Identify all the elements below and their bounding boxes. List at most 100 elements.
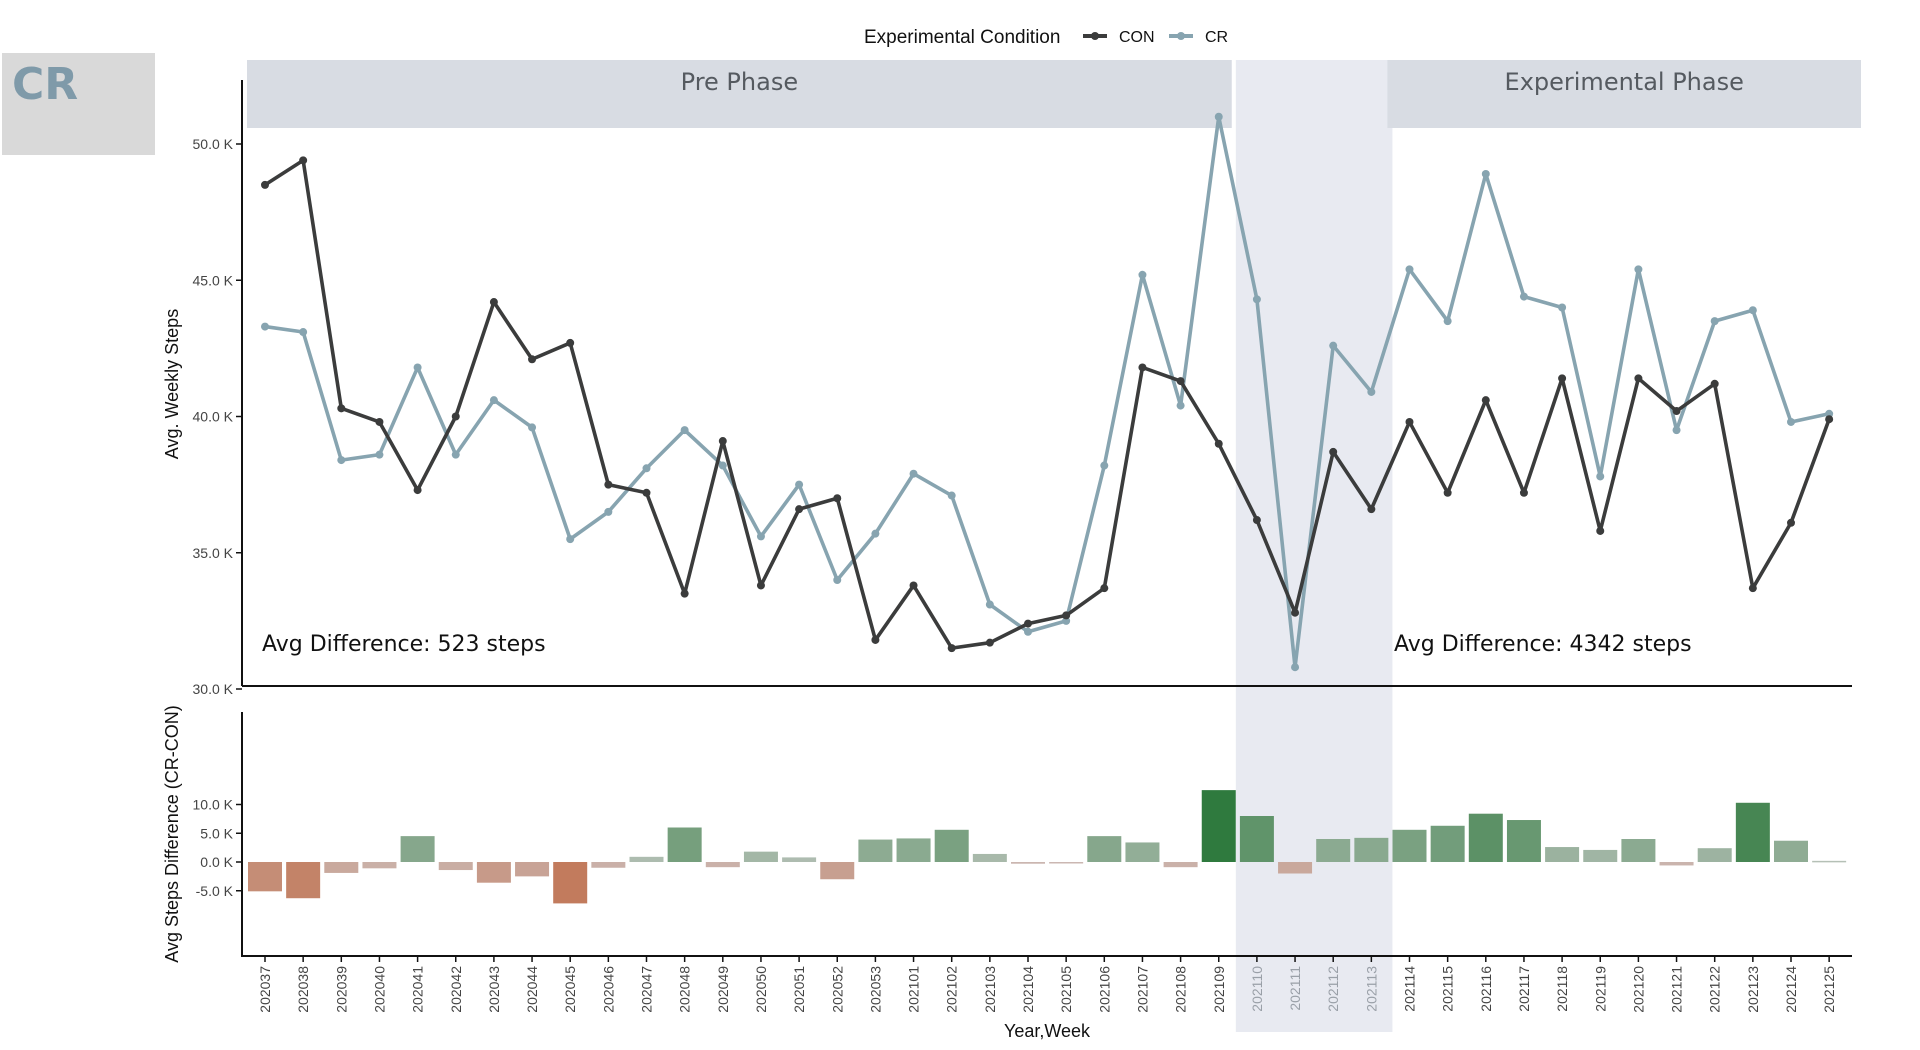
phase-label: Pre Phase bbox=[681, 68, 798, 96]
y-tick-label: 40.0 K bbox=[193, 409, 234, 425]
point-con bbox=[680, 589, 689, 598]
x-tick-label: 202042 bbox=[448, 966, 464, 1013]
point-cr bbox=[1748, 306, 1757, 315]
point-cr bbox=[642, 464, 651, 473]
point-con bbox=[1252, 516, 1261, 525]
point-cr bbox=[909, 469, 918, 478]
difference-bar bbox=[1011, 862, 1045, 864]
x-tick-label: 202051 bbox=[791, 966, 807, 1013]
point-cr bbox=[413, 363, 422, 372]
x-tick-label: 202125 bbox=[1821, 966, 1837, 1013]
x-tick-label: 202113 bbox=[1363, 966, 1379, 1012]
point-con bbox=[1291, 608, 1300, 617]
x-tick-label: 202050 bbox=[753, 966, 769, 1013]
x-tick-label: 202116 bbox=[1478, 966, 1494, 1012]
x-tick-label: 202112 bbox=[1325, 966, 1341, 1012]
point-cr bbox=[1329, 341, 1338, 350]
point-cr bbox=[1787, 417, 1795, 426]
point-cr bbox=[1367, 387, 1376, 396]
point-con bbox=[566, 338, 575, 347]
difference-bar bbox=[1545, 847, 1580, 862]
difference-bar bbox=[820, 862, 855, 880]
background-bands: Pre Phase Experimental Phase bbox=[247, 60, 1861, 1032]
x-tick-label: 202114 bbox=[1402, 966, 1418, 1012]
point-cr bbox=[1481, 169, 1490, 178]
point-con bbox=[1329, 447, 1338, 456]
point-cr bbox=[451, 450, 460, 459]
x-tick-label: 202048 bbox=[677, 966, 693, 1013]
x-tick-label: 202102 bbox=[944, 966, 960, 1013]
point-con bbox=[1787, 518, 1795, 527]
x-tick-label: 202121 bbox=[1669, 966, 1685, 1013]
point-con bbox=[985, 638, 994, 647]
point-con bbox=[718, 437, 727, 446]
difference-bar bbox=[1278, 862, 1313, 874]
x-tick-label: 202111 bbox=[1287, 966, 1303, 1011]
point-cr bbox=[528, 423, 537, 432]
point-cr bbox=[1443, 317, 1452, 326]
x-tick-label: 202043 bbox=[486, 966, 502, 1013]
point-con bbox=[909, 581, 918, 590]
y-tick-label-bottom: 10.0 K bbox=[193, 797, 234, 813]
point-con bbox=[1596, 526, 1605, 535]
point-cr bbox=[756, 532, 765, 541]
point-cr bbox=[375, 450, 384, 459]
difference-bar bbox=[782, 857, 817, 862]
difference-bar bbox=[1621, 839, 1656, 862]
difference-bar bbox=[858, 839, 893, 862]
x-tick-label: 202038 bbox=[295, 966, 311, 1013]
point-cr bbox=[985, 600, 994, 609]
point-cr bbox=[1672, 426, 1681, 435]
washout-band bbox=[1235, 60, 1393, 1032]
point-con bbox=[1405, 417, 1414, 426]
point-cr bbox=[1291, 663, 1300, 672]
difference-bar bbox=[324, 862, 359, 873]
point-cr bbox=[261, 322, 269, 331]
x-tick-label: 202045 bbox=[562, 966, 578, 1013]
point-cr bbox=[489, 396, 498, 405]
point-con bbox=[833, 494, 842, 503]
point-con bbox=[1176, 377, 1185, 386]
x-tick-label: 202108 bbox=[1173, 966, 1189, 1013]
point-cr bbox=[1558, 303, 1567, 312]
difference-bar bbox=[1201, 790, 1236, 862]
phase-header bbox=[1387, 60, 1861, 128]
point-con bbox=[1367, 505, 1376, 514]
point-cr bbox=[1710, 317, 1719, 326]
difference-bar bbox=[1163, 862, 1198, 868]
phase-label: Experimental Phase bbox=[1505, 68, 1744, 96]
legend-marker-cr bbox=[1177, 32, 1185, 40]
x-tick-label: 202053 bbox=[867, 966, 883, 1013]
difference-bar bbox=[553, 862, 588, 904]
difference-bar bbox=[1125, 842, 1160, 862]
difference-bar bbox=[591, 862, 626, 868]
x-axis-title: Year,Week bbox=[1004, 1021, 1091, 1041]
difference-bar bbox=[972, 853, 1007, 862]
difference-bar bbox=[515, 862, 550, 877]
point-cr bbox=[299, 328, 308, 337]
point-cr bbox=[947, 491, 956, 500]
series-line-cr bbox=[264, 114, 1830, 670]
difference-bar bbox=[896, 838, 931, 862]
difference-bar bbox=[1354, 837, 1389, 862]
x-tick-label: 202040 bbox=[371, 966, 387, 1013]
point-con bbox=[413, 486, 422, 495]
x-tick-label: 202104 bbox=[1020, 966, 1036, 1013]
x-tick-label: 202037 bbox=[257, 966, 273, 1013]
point-con bbox=[1558, 374, 1567, 383]
x-tick-label: 202046 bbox=[600, 966, 616, 1013]
x-tick-label: 202124 bbox=[1783, 966, 1799, 1013]
difference-bar bbox=[286, 862, 321, 899]
difference-bar bbox=[1087, 836, 1122, 862]
difference-bar bbox=[476, 862, 511, 883]
point-con bbox=[261, 180, 269, 189]
difference-bar bbox=[1468, 813, 1503, 862]
avg-difference-pre: Avg Difference: 523 steps bbox=[262, 632, 546, 657]
x-tick-label: 202107 bbox=[1134, 966, 1150, 1013]
difference-bar bbox=[438, 862, 473, 871]
legend-title: Experimental Condition bbox=[864, 27, 1060, 48]
point-con bbox=[375, 417, 384, 426]
x-tick-label: 202039 bbox=[333, 966, 349, 1013]
phase-header bbox=[247, 60, 1232, 128]
point-con bbox=[451, 412, 460, 421]
